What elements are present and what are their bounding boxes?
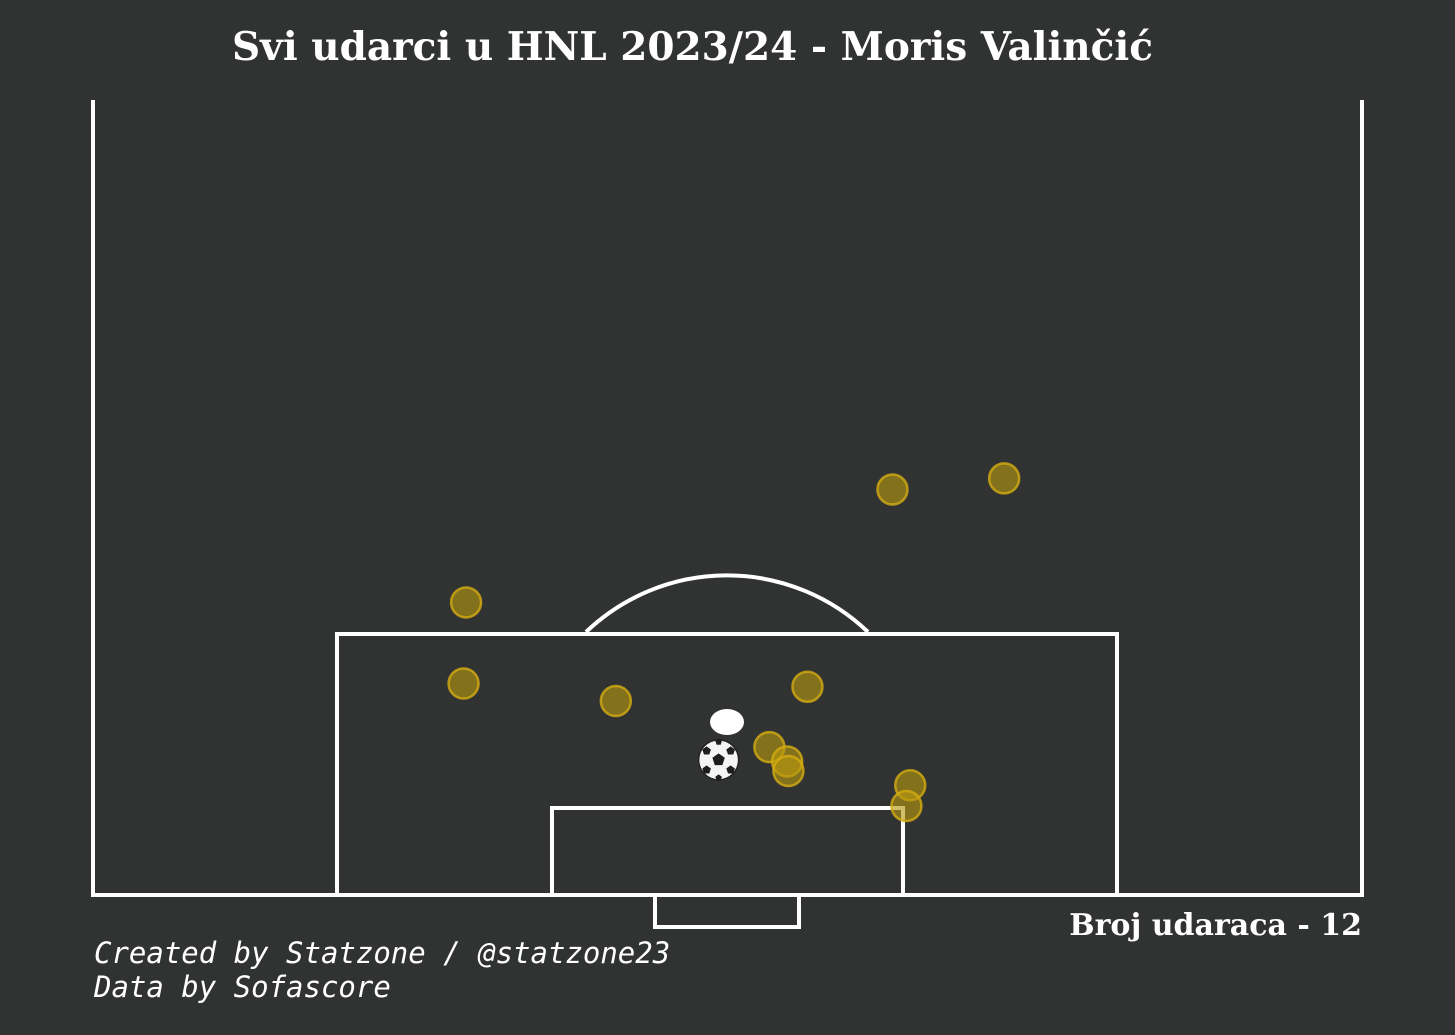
shot-point bbox=[599, 684, 633, 718]
ball-patch bbox=[712, 753, 725, 766]
shot-point bbox=[890, 789, 923, 823]
ball-patch bbox=[726, 765, 735, 774]
chart-title: Svi udarci u HNL 2023/24 - Moris Valinči… bbox=[232, 24, 1153, 70]
ball-patch bbox=[715, 738, 722, 745]
shot-count-label: Broj udaraca - 12 bbox=[1069, 908, 1362, 943]
ball-patch bbox=[702, 746, 711, 755]
penalty-spot bbox=[710, 709, 744, 735]
penalty-arc bbox=[584, 573, 870, 634]
shot-point bbox=[791, 670, 824, 703]
shot-point bbox=[449, 586, 483, 619]
ball-patch bbox=[715, 774, 722, 781]
shot-point bbox=[987, 462, 1021, 495]
ball-patch bbox=[726, 746, 735, 755]
data-source-line: Data by Sofascore bbox=[94, 970, 391, 1004]
shot-point bbox=[447, 667, 480, 700]
goal-ball-icon bbox=[697, 738, 740, 781]
shot-point bbox=[876, 473, 909, 506]
goal bbox=[653, 895, 801, 929]
ball-patch bbox=[702, 765, 711, 774]
shot-point bbox=[772, 754, 805, 788]
credit-line: Created by Statzone / @statzone23 bbox=[94, 936, 671, 970]
six-yard-box bbox=[550, 806, 905, 897]
